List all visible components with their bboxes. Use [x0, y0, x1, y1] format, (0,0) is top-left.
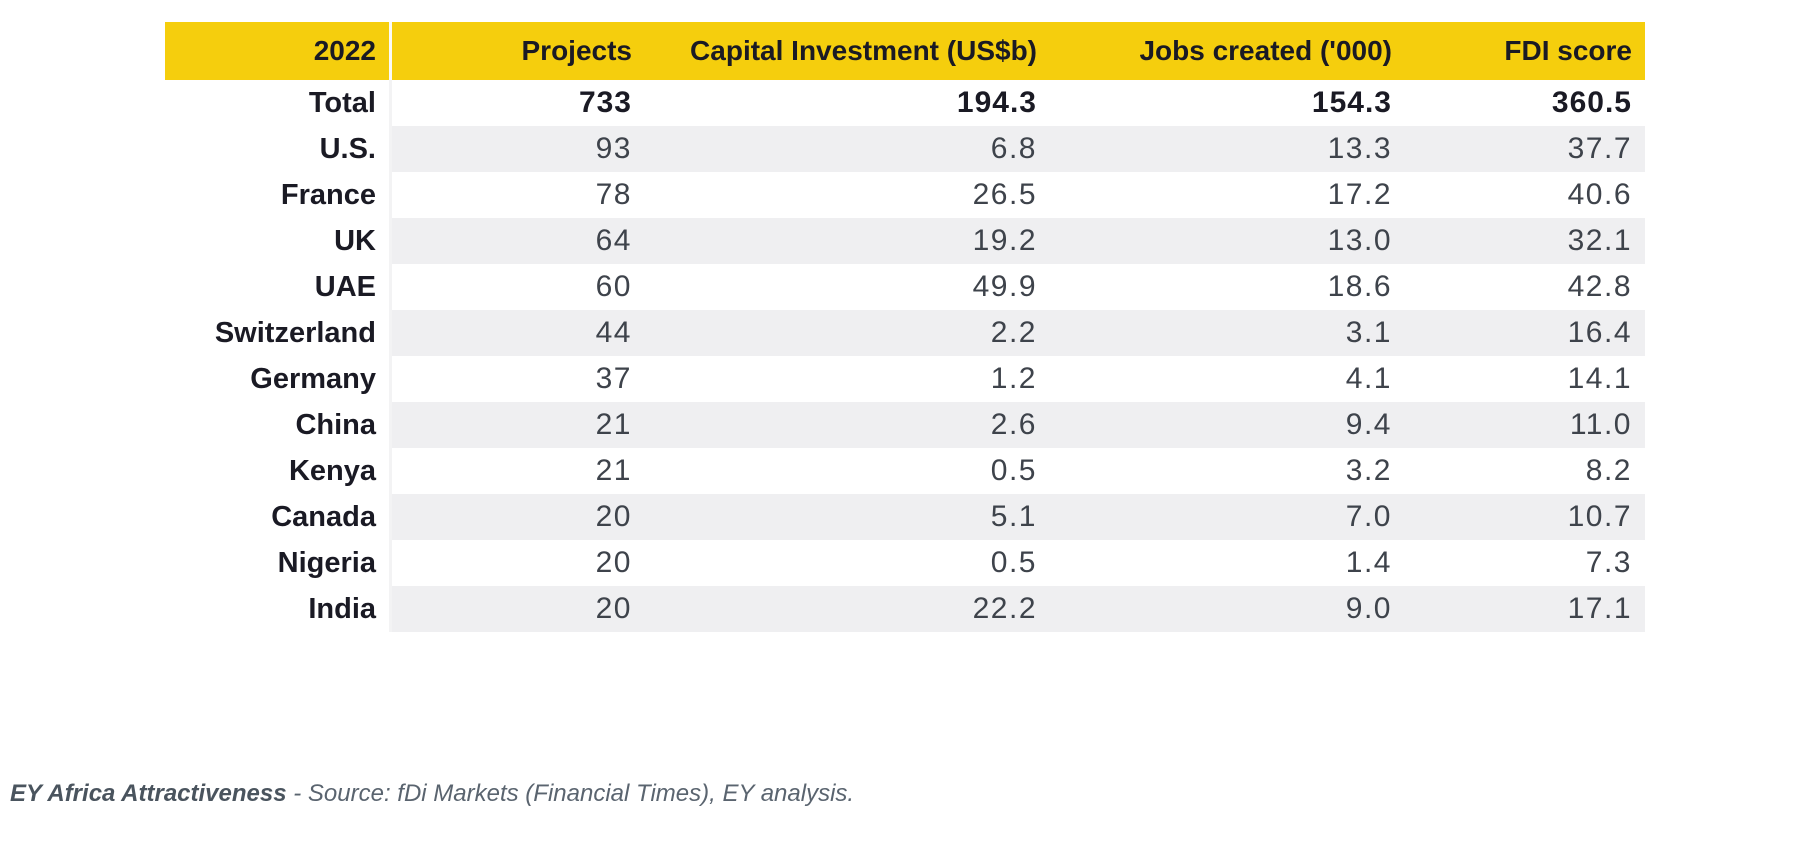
cell-projects: 20	[392, 494, 645, 540]
row-label: China	[165, 402, 392, 448]
cell-fdi-score: 42.8	[1567, 270, 1632, 303]
cell-jobs-created: 17.2	[1327, 178, 1392, 211]
table-row: UK 64 19.2 13.0 32.1	[165, 218, 1645, 264]
row-label: Total	[165, 80, 392, 126]
row-label: India	[165, 586, 392, 632]
source-note: EY Africa Attractiveness - Source: fDi M…	[10, 780, 854, 808]
cell-capital-investment: 0.5	[990, 546, 1037, 579]
cell-capital-investment: 194.3	[956, 86, 1037, 119]
cell-fdi-score: 11.0	[1405, 402, 1645, 448]
cell-projects: 78	[595, 178, 632, 211]
table-body: Total 733 194.3 154.3 360.5 U.S. 93 6.8 …	[165, 80, 1645, 632]
row-label: Canada	[165, 494, 392, 540]
column-header-capital-investment: Capital Investment (US$b)	[690, 35, 1037, 66]
cell-capital-investment: 6.8	[645, 126, 1050, 172]
table-row: India 20 22.2 9.0 17.1	[165, 586, 1645, 632]
cell-projects: 733	[578, 86, 632, 119]
table-row: China 21 2.6 9.4 11.0	[165, 402, 1645, 448]
row-label: Switzerland	[165, 310, 392, 356]
cell-projects: 60	[595, 270, 632, 303]
cell-projects: 21	[392, 402, 645, 448]
cell-projects: 64	[392, 218, 645, 264]
cell-jobs-created: 9.0	[1050, 586, 1405, 632]
table-row: U.S. 93 6.8 13.3 37.7	[165, 126, 1645, 172]
source-note-separator: -	[286, 780, 308, 807]
cell-projects: 20	[392, 586, 645, 632]
cell-capital-investment: 19.2	[645, 218, 1050, 264]
cell-capital-investment: 1.2	[990, 362, 1037, 395]
cell-fdi-score: 360.5	[1551, 86, 1632, 119]
cell-jobs-created: 13.0	[1050, 218, 1405, 264]
cell-capital-investment: 49.9	[972, 270, 1037, 303]
table-row: Germany 37 1.2 4.1 14.1	[165, 356, 1645, 402]
cell-jobs-created: 3.2	[1345, 454, 1392, 487]
column-header-fdi-score: FDI score	[1504, 35, 1632, 66]
row-label: UK	[165, 218, 392, 264]
table-row: UAE 60 49.9 18.6 42.8	[165, 264, 1645, 310]
column-header-jobs-created: Jobs created ('000)	[1139, 35, 1392, 66]
row-label: Nigeria	[165, 540, 392, 586]
cell-fdi-score: 32.1	[1405, 218, 1645, 264]
cell-jobs-created: 18.6	[1327, 270, 1392, 303]
cell-jobs-created: 154.3	[1311, 86, 1392, 119]
cell-jobs-created: 3.1	[1050, 310, 1405, 356]
column-header-projects: Projects	[521, 35, 633, 66]
table-header-row: 2022 Projects Capital Investment (US$b) …	[165, 22, 1645, 80]
cell-fdi-score: 37.7	[1405, 126, 1645, 172]
cell-fdi-score: 17.1	[1405, 586, 1645, 632]
table-row: Nigeria 20 0.5 1.4 7.3	[165, 540, 1645, 586]
cell-fdi-score: 14.1	[1567, 362, 1632, 395]
cell-fdi-score: 16.4	[1405, 310, 1645, 356]
row-label: France	[165, 172, 392, 218]
cell-jobs-created: 9.4	[1050, 402, 1405, 448]
cell-capital-investment: 2.6	[645, 402, 1050, 448]
cell-fdi-score: 40.6	[1567, 178, 1632, 211]
table-row: France 78 26.5 17.2 40.6	[165, 172, 1645, 218]
row-label: Germany	[165, 356, 392, 402]
cell-capital-investment: 26.5	[972, 178, 1037, 211]
source-note-text: Source: fDi Markets (Financial Times), E…	[307, 780, 855, 807]
cell-fdi-score: 10.7	[1405, 494, 1645, 540]
cell-fdi-score: 7.3	[1585, 546, 1632, 579]
column-header-year: 2022	[165, 22, 392, 80]
table-row: Switzerland 44 2.2 3.1 16.4	[165, 310, 1645, 356]
cell-capital-investment: 5.1	[645, 494, 1050, 540]
cell-projects: 20	[595, 546, 632, 579]
fdi-table: 2022 Projects Capital Investment (US$b) …	[165, 22, 1645, 632]
cell-jobs-created: 7.0	[1050, 494, 1405, 540]
cell-jobs-created: 1.4	[1345, 546, 1392, 579]
table-row: Total 733 194.3 154.3 360.5	[165, 80, 1645, 126]
cell-fdi-score: 8.2	[1585, 454, 1632, 487]
source-note-title: EY Africa Attractiveness	[10, 780, 287, 807]
row-label: UAE	[165, 264, 392, 310]
cell-projects: 21	[595, 454, 632, 487]
row-label: Kenya	[165, 448, 392, 494]
cell-capital-investment: 0.5	[990, 454, 1037, 487]
row-label: U.S.	[165, 126, 392, 172]
cell-jobs-created: 13.3	[1050, 126, 1405, 172]
cell-projects: 37	[595, 362, 632, 395]
table-row: Canada 20 5.1 7.0 10.7	[165, 494, 1645, 540]
cell-projects: 44	[392, 310, 645, 356]
table-row: Kenya 21 0.5 3.2 8.2	[165, 448, 1645, 494]
cell-capital-investment: 2.2	[645, 310, 1050, 356]
cell-projects: 93	[392, 126, 645, 172]
cell-jobs-created: 4.1	[1345, 362, 1392, 395]
cell-capital-investment: 22.2	[645, 586, 1050, 632]
